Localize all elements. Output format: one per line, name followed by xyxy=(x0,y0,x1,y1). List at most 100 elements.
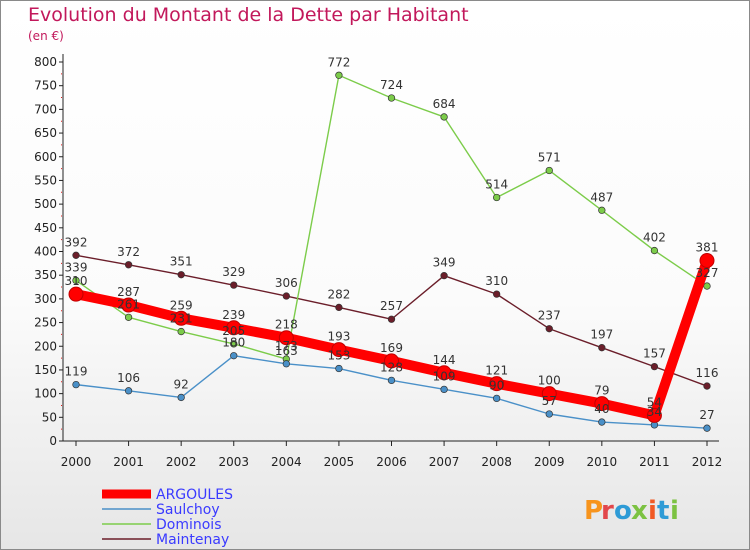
data-point xyxy=(124,387,133,395)
y-tick-label: 100 xyxy=(34,387,57,401)
data-point xyxy=(493,394,501,403)
data-point xyxy=(545,410,553,418)
data-label: 169 xyxy=(380,341,403,355)
logo-letter: t xyxy=(657,496,669,526)
data-point xyxy=(177,393,185,402)
x-tick-label: 2005 xyxy=(324,455,355,469)
data-label: 205 xyxy=(222,324,245,338)
data-label: 79 xyxy=(594,384,609,398)
data-label: 92 xyxy=(174,377,189,391)
data-point xyxy=(387,94,396,102)
logo-letter: P xyxy=(584,496,603,526)
data-label: 381 xyxy=(696,241,719,255)
data-point xyxy=(72,276,80,285)
x-tick-label: 2008 xyxy=(481,455,512,469)
data-label: 339 xyxy=(65,260,88,274)
data-point xyxy=(703,424,711,432)
data-point xyxy=(124,313,133,322)
data-label: 57 xyxy=(542,394,557,408)
data-label: 261 xyxy=(117,297,140,311)
data-label: 237 xyxy=(538,309,561,323)
data-label: 282 xyxy=(327,287,350,301)
data-point xyxy=(493,193,501,202)
data-point xyxy=(541,386,557,402)
data-point xyxy=(703,282,711,290)
data-point xyxy=(545,325,553,333)
data-point xyxy=(703,382,711,390)
y-tick-label: 400 xyxy=(34,245,57,259)
data-label: 310 xyxy=(485,274,508,288)
data-point xyxy=(177,327,185,336)
data-label: 34 xyxy=(647,405,662,419)
y-tick-label: 750 xyxy=(34,79,57,93)
data-label: 392 xyxy=(65,235,88,249)
data-label: 106 xyxy=(117,371,140,385)
data-point xyxy=(699,253,715,269)
data-label: 329 xyxy=(222,265,245,279)
logo-letter: r xyxy=(601,496,614,526)
data-point xyxy=(230,340,238,348)
data-label: 259 xyxy=(170,298,193,312)
y-tick-label: 350 xyxy=(34,268,57,282)
data-label: 239 xyxy=(222,308,245,322)
y-tick-label: 800 xyxy=(34,55,57,69)
axes: 0 50 100 150 200 250 300 350 400 450 500 550 600 650 7… xyxy=(34,54,722,469)
data-label: 287 xyxy=(117,285,140,299)
y-tick-label: 200 xyxy=(34,339,57,353)
data-label: 724 xyxy=(380,78,403,92)
y-tick-label: 700 xyxy=(34,102,57,116)
data-label: 306 xyxy=(275,276,298,290)
x-tick-label: 2002 xyxy=(166,455,197,469)
legend-label: Dominois xyxy=(156,517,222,533)
logo-letter: x xyxy=(631,496,648,526)
x-tick-label: 2001 xyxy=(113,455,144,469)
data-label: 310 xyxy=(65,274,88,288)
data-point xyxy=(489,376,505,392)
data-point xyxy=(646,407,662,423)
data-point xyxy=(226,320,242,336)
data-point xyxy=(598,418,606,426)
data-label: 402 xyxy=(643,231,666,245)
data-label: 487 xyxy=(590,190,613,204)
data-point xyxy=(650,246,659,255)
data-label: 231 xyxy=(170,312,193,326)
data-label: 163 xyxy=(275,344,298,358)
data-label: 349 xyxy=(433,256,456,270)
data-point xyxy=(598,344,606,352)
x-tick-label: 2000 xyxy=(61,455,92,469)
data-label: 128 xyxy=(380,360,403,374)
data-label: 100 xyxy=(538,374,561,388)
y-tick-label: 650 xyxy=(34,126,57,140)
data-label: 351 xyxy=(170,255,193,269)
data-label: 180 xyxy=(222,336,245,350)
data-point xyxy=(282,360,290,368)
data-label: 54 xyxy=(647,395,662,409)
x-tick-label: 2003 xyxy=(218,455,249,469)
data-point xyxy=(278,330,294,346)
data-label: 372 xyxy=(117,245,140,259)
proxiti-logo: Pr o x i t i xyxy=(584,496,679,526)
legend-label: Saulchoy xyxy=(156,502,220,518)
data-point xyxy=(387,376,396,385)
data-point xyxy=(545,166,553,175)
data-point xyxy=(493,290,501,298)
data-label: 90 xyxy=(489,378,504,392)
y-tick-label: 450 xyxy=(34,221,57,235)
data-point xyxy=(230,281,238,289)
data-label: 153 xyxy=(327,349,350,363)
data-label: 27 xyxy=(699,408,714,422)
data-point xyxy=(331,342,347,358)
data-labels: 310 287 259 239 218 193 169 144 121 100 79 54 381 119… xyxy=(65,55,719,422)
data-label: 772 xyxy=(327,55,350,69)
data-point xyxy=(335,71,343,79)
data-point xyxy=(230,352,238,360)
x-tick-label: 2010 xyxy=(587,455,618,469)
x-tick-label: 2011 xyxy=(639,455,670,469)
data-label: 257 xyxy=(380,299,403,313)
logo-letter: o xyxy=(614,496,632,526)
series-lines xyxy=(68,71,715,432)
x-tick-label: 2006 xyxy=(376,455,407,469)
logo-letter: i xyxy=(648,496,657,526)
